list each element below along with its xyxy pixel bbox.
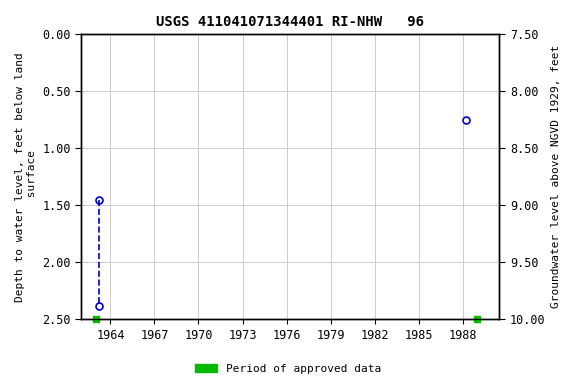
- Title: USGS 411041071344401 RI-NHW   96: USGS 411041071344401 RI-NHW 96: [156, 15, 425, 29]
- Y-axis label: Groundwater level above NGVD 1929, feet: Groundwater level above NGVD 1929, feet: [551, 45, 561, 308]
- Legend: Period of approved data: Period of approved data: [191, 359, 385, 379]
- Y-axis label: Depth to water level, feet below land
 surface: Depth to water level, feet below land su…: [15, 52, 37, 302]
